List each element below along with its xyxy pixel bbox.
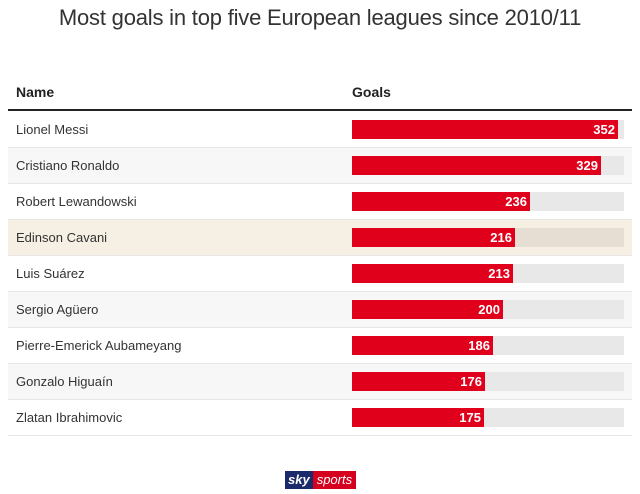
player-name: Edinson Cavani — [16, 230, 108, 245]
goals-bar: 200 — [352, 300, 503, 319]
bar-track: 200 — [352, 300, 624, 319]
column-header-goals: Goals — [352, 84, 391, 100]
goals-value-label: 200 — [478, 302, 500, 317]
bar-track: 352 — [352, 120, 624, 139]
goals-bar: 236 — [352, 192, 530, 211]
bar-track: 175 — [352, 408, 624, 427]
table-row: Zlatan Ibrahimovic 175 — [8, 400, 632, 436]
bar-track: 176 — [352, 372, 624, 391]
bar-track: 236 — [352, 192, 624, 211]
goals-value-label: 213 — [488, 266, 510, 281]
table-row: Lionel Messi 352 — [8, 112, 632, 148]
player-name: Zlatan Ibrahimovic — [16, 410, 123, 425]
goals-value-label: 176 — [460, 374, 482, 389]
sky-sports-logo: sky sports — [285, 471, 357, 489]
bar-track: 186 — [352, 336, 624, 355]
goals-value-label: 216 — [490, 230, 512, 245]
goals-bar: 352 — [352, 120, 618, 139]
player-name: Pierre-Emerick Aubameyang — [16, 338, 182, 353]
logo-sports-text: sports — [312, 471, 357, 489]
goals-bar: 176 — [352, 372, 485, 391]
table-row: Cristiano Ronaldo 329 — [8, 148, 632, 184]
goals-bar: 213 — [352, 264, 513, 283]
player-name: Gonzalo Higuaín — [16, 374, 113, 389]
goals-value-label: 236 — [505, 194, 527, 209]
column-header-name: Name — [16, 84, 55, 100]
bar-track: 216 — [352, 228, 624, 247]
player-name: Cristiano Ronaldo — [16, 158, 120, 173]
chart-rows: Lionel Messi 352 Cristiano Ronaldo 329 Rober… — [8, 112, 632, 436]
player-name: Sergio Agüero — [16, 302, 99, 317]
bar-track: 213 — [352, 264, 624, 283]
bar-track: 329 — [352, 156, 624, 175]
goals-value-label: 175 — [459, 410, 481, 425]
player-name: Luis Suárez — [16, 266, 85, 281]
table-row: Pierre-Emerick Aubameyang 186 — [8, 328, 632, 364]
table-row: Edinson Cavani 216 — [8, 220, 632, 256]
player-name: Robert Lewandowski — [16, 194, 137, 209]
goals-bar: 175 — [352, 408, 484, 427]
table-row: Gonzalo Higuaín 176 — [8, 364, 632, 400]
chart-title: Most goals in top five European leagues … — [58, 5, 582, 30]
goals-value-label: 352 — [593, 122, 615, 137]
logo-sky-text: sky — [285, 471, 313, 489]
goals-value-label: 329 — [576, 158, 598, 173]
goals-bar: 329 — [352, 156, 601, 175]
player-name: Lionel Messi — [16, 122, 89, 137]
goals-bar: 216 — [352, 228, 515, 247]
goals-value-label: 186 — [468, 338, 490, 353]
table-row: Sergio Agüero 200 — [8, 292, 632, 328]
goals-bar: 186 — [352, 336, 493, 355]
table-header: Name Goals — [8, 80, 632, 111]
table-row: Luis Suárez 213 — [8, 256, 632, 292]
table-row: Robert Lewandowski 236 — [8, 184, 632, 220]
